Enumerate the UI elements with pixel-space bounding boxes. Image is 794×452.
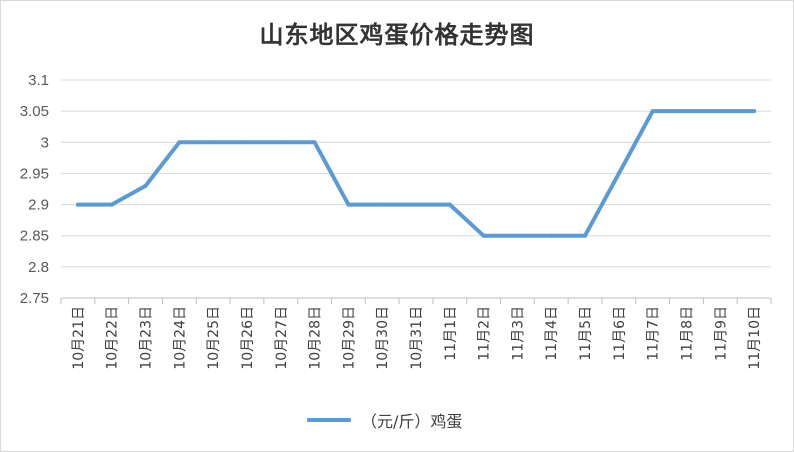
x-tick-label: 10月21日 — [71, 306, 87, 370]
data-point — [177, 140, 182, 145]
data-point — [278, 140, 283, 145]
y-tick-label: 2.8 — [28, 259, 49, 276]
x-tick-label: 10月23日 — [139, 306, 155, 370]
y-axis-ticks: 2.75 2.8 2.85 2.9 2.95 3 3.05 3.1 — [20, 72, 49, 307]
data-point — [380, 202, 385, 207]
x-tick-label: 11月8日 — [679, 306, 695, 361]
data-point — [414, 202, 418, 207]
y-tick-label: 3 — [41, 134, 49, 151]
x-tick-label: 10月25日 — [206, 306, 222, 370]
data-point — [650, 109, 655, 114]
x-tick-label: 11月5日 — [578, 306, 594, 361]
x-tick-label: 10月24日 — [172, 306, 188, 370]
data-point — [583, 233, 588, 238]
data-point — [481, 233, 486, 238]
data-point — [109, 202, 114, 207]
legend-swatch — [307, 418, 351, 422]
y-tick-label: 2.9 — [28, 197, 49, 214]
x-tick-label: 10月27日 — [274, 306, 290, 370]
x-axis-labels: 10月21日 10月22日 10月23日 10月24日 10月25日 10月26日 10月2… — [71, 306, 763, 370]
x-tick-label: 11月1日 — [443, 306, 459, 361]
x-tick-label: 11月2日 — [477, 306, 493, 361]
y-tick-label: 3.1 — [28, 72, 49, 89]
y-tick-label: 2.95 — [20, 165, 49, 182]
data-point — [75, 202, 80, 207]
x-tick-label: 10月26日 — [240, 306, 256, 370]
data-point — [244, 140, 249, 145]
y-tick-label: 2.85 — [20, 228, 49, 245]
data-point — [515, 233, 520, 238]
data-point — [447, 202, 452, 207]
data-point — [312, 140, 317, 145]
data-point — [752, 109, 757, 114]
x-tick-label: 10月30日 — [375, 306, 391, 370]
y-tick-label: 2.75 — [20, 290, 49, 307]
x-axis-tick-marks — [60, 298, 772, 304]
x-tick-label: 11月6日 — [612, 306, 628, 361]
data-point — [616, 171, 621, 176]
data-point — [718, 109, 723, 114]
x-tick-label: 11月7日 — [646, 306, 662, 361]
data-point — [549, 233, 554, 238]
gridlines — [61, 79, 771, 268]
data-point — [684, 109, 689, 114]
chart-title: 山东地区鸡蛋价格走势图 — [259, 20, 535, 49]
x-tick-label: 10月29日 — [341, 306, 357, 370]
data-point — [143, 183, 148, 188]
series-lines — [75, 109, 757, 238]
x-tick-label: 10月31日 — [409, 306, 425, 370]
data-point — [346, 202, 351, 207]
x-tick-label: 11月10日 — [747, 306, 763, 370]
x-tick-label: 10月28日 — [308, 306, 324, 370]
legend: （元/斤）鸡蛋 — [307, 408, 462, 432]
x-tick-label: 11月4日 — [544, 306, 560, 361]
data-point — [211, 140, 216, 145]
x-tick-label: 11月9日 — [713, 306, 729, 361]
x-tick-label: 10月22日 — [105, 306, 121, 370]
y-tick-label: 3.05 — [20, 103, 49, 120]
x-tick-label: 11月3日 — [510, 306, 526, 361]
legend-label: （元/斤）鸡蛋 — [361, 412, 463, 431]
